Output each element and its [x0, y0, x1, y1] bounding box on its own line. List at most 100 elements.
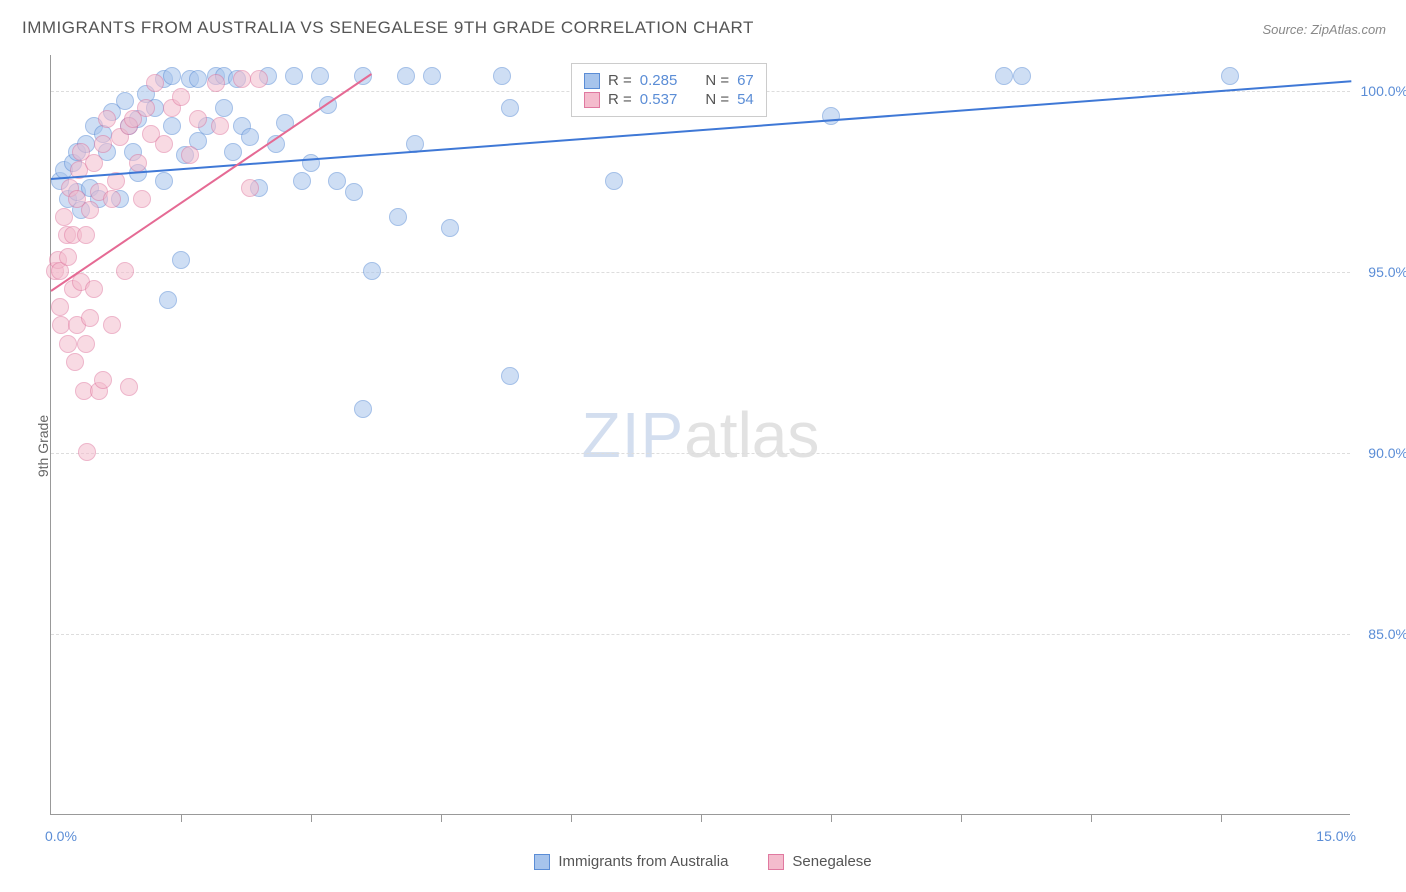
scatter-point — [397, 67, 415, 85]
gridline — [51, 634, 1350, 635]
stats-box: R = 0.285 N = 67 R = 0.537 N = 54 — [571, 63, 767, 117]
x-tick — [1221, 814, 1222, 822]
x-tick — [441, 814, 442, 822]
scatter-point — [81, 309, 99, 327]
scatter-point — [77, 335, 95, 353]
stat-r-label: R = — [608, 91, 632, 108]
scatter-point — [211, 117, 229, 135]
x-axis-max-label: 15.0% — [1316, 828, 1356, 844]
legend-item: Senegalese — [768, 853, 871, 870]
plot-area: ZIPatlas 0.0% 15.0% 85.0%90.0%95.0%100.0… — [50, 55, 1350, 815]
scatter-point — [995, 67, 1013, 85]
scatter-point — [59, 335, 77, 353]
y-tick-label: 85.0% — [1356, 626, 1406, 642]
scatter-point — [189, 70, 207, 88]
legend-item: Immigrants from Australia — [534, 853, 728, 870]
scatter-point — [233, 70, 251, 88]
scatter-point — [94, 371, 112, 389]
scatter-point — [133, 190, 151, 208]
scatter-point — [441, 219, 459, 237]
scatter-point — [116, 262, 134, 280]
scatter-point — [328, 172, 346, 190]
scatter-point — [55, 208, 73, 226]
stat-r-value: 0.537 — [640, 91, 678, 108]
scatter-point — [389, 208, 407, 226]
scatter-point — [241, 179, 259, 197]
scatter-point — [423, 67, 441, 85]
scatter-point — [363, 262, 381, 280]
scatter-point — [159, 291, 177, 309]
stat-r-label: R = — [608, 72, 632, 89]
scatter-point — [605, 172, 623, 190]
scatter-point — [137, 99, 155, 117]
stat-r-value: 0.285 — [640, 72, 678, 89]
scatter-point — [51, 298, 69, 316]
legend-label: Immigrants from Australia — [558, 853, 728, 870]
scatter-point — [172, 251, 190, 269]
scatter-point — [98, 110, 116, 128]
stats-swatch — [584, 92, 600, 108]
scatter-point — [146, 74, 164, 92]
scatter-point — [59, 248, 77, 266]
gridline — [51, 272, 1350, 273]
scatter-point — [1013, 67, 1031, 85]
x-tick — [181, 814, 182, 822]
legend-swatch — [768, 854, 784, 870]
legend-swatch — [534, 854, 550, 870]
scatter-point — [103, 316, 121, 334]
chart-container: IMMIGRANTS FROM AUSTRALIA VS SENEGALESE … — [0, 0, 1406, 892]
scatter-point — [311, 67, 329, 85]
scatter-point — [189, 110, 207, 128]
y-tick-label: 90.0% — [1356, 445, 1406, 461]
scatter-point — [207, 74, 225, 92]
watermark-part1: ZIP — [582, 399, 685, 471]
stat-n-value: 67 — [737, 72, 754, 89]
scatter-point — [66, 353, 84, 371]
y-axis-label: 9th Grade — [35, 415, 51, 477]
x-tick — [701, 814, 702, 822]
scatter-point — [250, 70, 268, 88]
scatter-point — [94, 135, 112, 153]
scatter-point — [172, 88, 190, 106]
x-tick — [1091, 814, 1092, 822]
gridline — [51, 453, 1350, 454]
scatter-point — [354, 400, 372, 418]
scatter-point — [224, 143, 242, 161]
watermark-part2: atlas — [684, 399, 819, 471]
scatter-point — [85, 154, 103, 172]
scatter-point — [215, 99, 233, 117]
x-tick — [961, 814, 962, 822]
scatter-point — [129, 154, 147, 172]
scatter-point — [501, 367, 519, 385]
stats-row: R = 0.285 N = 67 — [584, 72, 754, 89]
stat-n-value: 54 — [737, 91, 754, 108]
scatter-point — [78, 443, 96, 461]
scatter-point — [285, 67, 303, 85]
x-tick — [311, 814, 312, 822]
legend-label: Senegalese — [792, 853, 871, 870]
scatter-point — [77, 226, 95, 244]
scatter-point — [116, 92, 134, 110]
scatter-point — [81, 201, 99, 219]
scatter-point — [120, 378, 138, 396]
stat-n-label: N = — [705, 91, 729, 108]
scatter-point — [241, 128, 259, 146]
legend: Immigrants from Australia Senegalese — [0, 853, 1406, 870]
stat-n-label: N = — [705, 72, 729, 89]
scatter-point — [1221, 67, 1239, 85]
stats-swatch — [584, 73, 600, 89]
scatter-point — [302, 154, 320, 172]
scatter-point — [181, 146, 199, 164]
scatter-point — [293, 172, 311, 190]
scatter-point — [163, 117, 181, 135]
y-tick-label: 100.0% — [1356, 83, 1406, 99]
scatter-point — [493, 67, 511, 85]
x-tick — [571, 814, 572, 822]
x-axis-min-label: 0.0% — [45, 828, 77, 844]
source-attribution: Source: ZipAtlas.com — [1262, 22, 1386, 37]
watermark: ZIPatlas — [582, 398, 820, 472]
x-tick — [831, 814, 832, 822]
chart-title: IMMIGRANTS FROM AUSTRALIA VS SENEGALESE … — [22, 18, 754, 38]
y-tick-label: 95.0% — [1356, 264, 1406, 280]
scatter-point — [155, 172, 173, 190]
